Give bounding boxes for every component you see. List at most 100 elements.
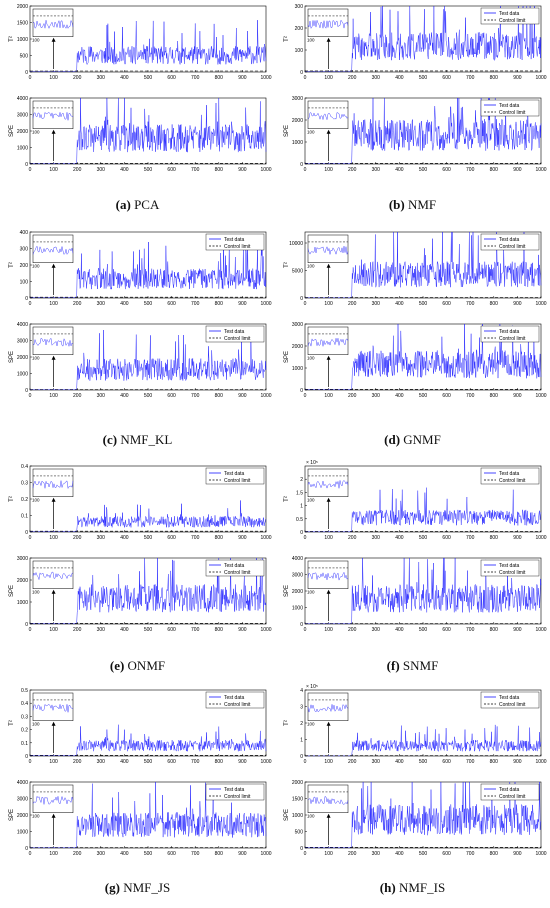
x-tick-label: 300: [97, 393, 106, 399]
x-tick-label: 500: [419, 167, 428, 173]
x-tick-label: 0: [29, 75, 32, 81]
x-tick-label: 800: [490, 627, 499, 633]
x-tick-label: 400: [395, 75, 404, 81]
x-tick-label: 0: [29, 535, 32, 541]
panel-onmf: 0 100 200 300 400 500 600 700 800 900 1000 0 0.1 0.2 0…: [0, 460, 275, 684]
x-tick-label: 200: [73, 535, 82, 541]
x-tick-label: 900: [513, 167, 522, 173]
legend-limit-label: Control limit: [499, 478, 526, 484]
y-tick-label: 0: [300, 296, 303, 302]
y-tick-label: 2000: [292, 589, 303, 595]
y-tick-label: 1000: [17, 37, 28, 43]
legend-limit-label: Control limit: [224, 794, 251, 800]
inset-x-label: 100: [32, 498, 40, 503]
y-tick-label: 0: [300, 846, 303, 852]
inset-frame: [32, 234, 74, 263]
chart-spe: 0 100 200 300 400 500 600 700 800 900 1000 0 1000 200…: [9, 322, 272, 399]
y-tick-label: 4000: [17, 780, 28, 786]
x-tick-label: 100: [49, 759, 58, 765]
y-tick-label: 1: [300, 738, 303, 744]
y-tick-label: 200: [20, 263, 29, 269]
x-tick-label: 800: [490, 75, 499, 81]
x-tick-label: 0: [304, 627, 307, 633]
y-tick-label: 300: [295, 4, 304, 10]
x-tick-label: 200: [73, 301, 82, 307]
caption-snmf: (f) SNMF: [386, 658, 439, 673]
y-tick-label: 4000: [17, 96, 28, 102]
x-tick-label: 700: [466, 759, 475, 765]
inset-test-series: [307, 112, 349, 120]
x-tick-label: 1000: [535, 393, 546, 399]
inset-arrow-head: [51, 263, 56, 268]
x-tick-label: 300: [97, 851, 106, 857]
panel-snmf: 0 100 200 300 400 500 600 700 800 900 1000 0 0.5 1 1.5…: [275, 460, 550, 684]
legend-limit-label: Control limit: [224, 336, 251, 342]
y-axis-label: T²: [9, 720, 15, 726]
y-tick-label: 5000: [292, 269, 303, 275]
x-tick-label: 300: [372, 301, 381, 307]
x-tick-label: 700: [191, 301, 200, 307]
x-tick-label: 500: [144, 75, 153, 81]
x-tick-label: 100: [324, 167, 333, 173]
inset-arrow-head: [326, 355, 331, 360]
inset-test-series: [32, 245, 74, 255]
inset-x-label: 100: [307, 590, 315, 595]
x-tick-label: 100: [324, 301, 333, 307]
x-tick-label: 100: [49, 393, 58, 399]
legend-limit-label: Control limit: [499, 702, 526, 708]
y-tick-label: 0: [25, 846, 28, 852]
x-tick-label: 900: [513, 301, 522, 307]
x-tick-label: 300: [372, 75, 381, 81]
chart-t²: 0 100 200 300 400 500 600 700 800 900 1000 0 0.1 0.2 0…: [9, 464, 272, 541]
legend-test-label: Test data: [224, 329, 245, 335]
chart-spe: 0 100 200 300 400 500 600 700 800 900 1000 0 1000 200…: [9, 780, 272, 857]
legend-limit-label: Control limit: [224, 570, 251, 576]
y-tick-label: 500: [295, 830, 304, 836]
x-tick-label: 1000: [260, 393, 271, 399]
caption-nmf-is: (h) NMF_IS: [379, 880, 446, 895]
y-tick-label: 0: [25, 70, 28, 76]
inset-x-label: 100: [32, 264, 40, 269]
y-tick-label: 200: [295, 26, 304, 32]
y-tick-label: 1000: [292, 813, 303, 819]
inset-arrow-head: [326, 813, 331, 818]
inset-test-series: [32, 703, 74, 713]
x-tick-label: 600: [167, 393, 176, 399]
y-tick-label: 1000: [292, 606, 303, 612]
inset-x-label: 100: [32, 814, 40, 819]
test-data-series: [30, 20, 267, 73]
y-tick-label: 0: [300, 754, 303, 760]
x-tick-label: 700: [191, 75, 200, 81]
x-tick-label: 800: [490, 851, 499, 857]
panel-nmf: 0 100 200 300 400 500 600 700 800 900 1000 0 100 200 3…: [275, 0, 550, 224]
y-tick-label: 0: [300, 530, 303, 536]
x-tick-label: 100: [49, 851, 58, 857]
chart-svg-g: 0 100 200 300 400 500 600 700 800 900 100000.10.20…: [9, 688, 272, 857]
x-tick-label: 900: [513, 75, 522, 81]
x-tick-label: 100: [324, 627, 333, 633]
x-tick-label: 900: [513, 535, 522, 541]
chart-svg-e: 0 100 200 300 400 500 600 700 800 900 100000.10.20…: [9, 464, 272, 633]
test-data-series: [29, 500, 267, 532]
test-data-series: [304, 724, 542, 757]
y-tick-label: 0: [300, 388, 303, 394]
x-tick-label: 400: [395, 535, 404, 541]
x-tick-label: 600: [442, 167, 451, 173]
chart-spe: 0 100 200 300 400 500 600 700 800 900 1000 0 1000 200…: [284, 322, 547, 399]
y-tick-label: 1500: [17, 21, 28, 27]
x-tick-label: 300: [97, 167, 106, 173]
x-tick-label: 900: [238, 851, 247, 857]
x-tick-label: 100: [324, 851, 333, 857]
y-tick-label: 0.4: [21, 701, 28, 707]
x-tick-label: 600: [442, 75, 451, 81]
x-tick-label: 200: [348, 75, 357, 81]
chart-svg-c: 0 100 200 300 400 500 600 700 800 900 100001002003…: [9, 230, 272, 399]
x-tick-label: 1000: [535, 535, 546, 541]
x-tick-label: 100: [324, 759, 333, 765]
x-tick-label: 0: [29, 759, 32, 765]
